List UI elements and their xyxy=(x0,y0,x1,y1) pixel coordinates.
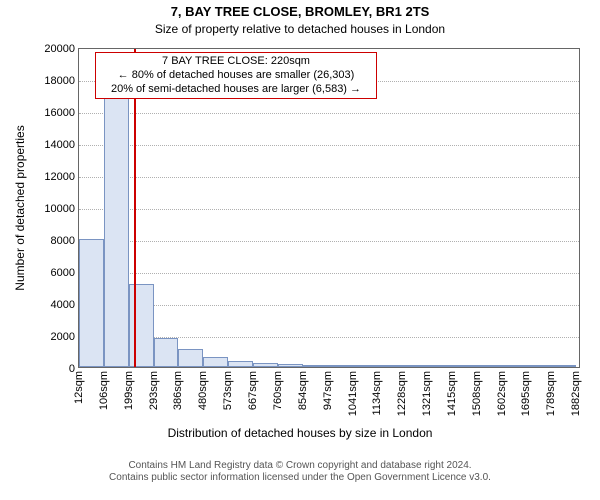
y-tick-label: 16000 xyxy=(44,107,75,119)
y-tick-label: 14000 xyxy=(44,139,75,151)
histogram-bar xyxy=(129,284,154,367)
gridline xyxy=(79,145,579,146)
x-tick-label: 199sqm xyxy=(123,371,135,410)
y-tick-label: 8000 xyxy=(51,235,75,247)
footer-line-1: Contains HM Land Registry data © Crown c… xyxy=(0,460,600,472)
x-tick-label: 12sqm xyxy=(73,371,85,404)
x-tick-label: 480sqm xyxy=(197,371,209,410)
y-tick-label: 6000 xyxy=(51,267,75,279)
x-tick-label: 1415sqm xyxy=(446,371,458,416)
x-tick-label: 1882sqm xyxy=(570,371,582,416)
histogram-bar xyxy=(452,365,477,367)
histogram-bar xyxy=(203,357,228,367)
x-axis-label: Distribution of detached houses by size … xyxy=(168,426,433,440)
histogram-bar xyxy=(253,363,278,367)
x-tick-label: 1789sqm xyxy=(545,371,557,416)
x-tick-label: 1134sqm xyxy=(371,371,383,415)
histogram-bar xyxy=(79,239,104,367)
x-tick-label: 573sqm xyxy=(222,371,234,410)
x-tick-label: 1228sqm xyxy=(396,371,408,416)
x-tick-label: 1602sqm xyxy=(496,371,508,416)
histogram-bar xyxy=(526,365,551,367)
x-tick-label: 1695sqm xyxy=(520,371,532,416)
histogram-bar xyxy=(104,97,129,367)
x-tick-label: 1508sqm xyxy=(471,371,483,416)
y-tick-label: 12000 xyxy=(44,171,75,183)
x-tick-label: 1321sqm xyxy=(421,371,433,416)
gridline xyxy=(79,241,579,242)
histogram-bar xyxy=(502,365,527,367)
histogram-bar xyxy=(377,365,402,367)
gridline xyxy=(79,273,579,274)
histogram-bar xyxy=(427,365,452,367)
gridline xyxy=(79,305,579,306)
gridline xyxy=(79,113,579,114)
y-tick-label: 18000 xyxy=(44,75,75,87)
histogram-bar xyxy=(228,361,253,367)
histogram-bar xyxy=(551,365,576,367)
y-tick-label: 2000 xyxy=(51,331,75,343)
histogram-bar xyxy=(477,365,502,367)
page-title: 7, BAY TREE CLOSE, BROMLEY, BR1 2TS xyxy=(0,4,600,19)
y-axis-label: Number of detached properties xyxy=(13,125,27,290)
gridline xyxy=(79,177,579,178)
x-tick-label: 293sqm xyxy=(148,371,160,410)
callout-line-2: ← 80% of detached houses are smaller (26… xyxy=(100,69,372,83)
property-callout: 7 BAY TREE CLOSE: 220sqm ← 80% of detach… xyxy=(95,52,377,99)
histogram-bar xyxy=(178,349,203,367)
x-tick-label: 667sqm xyxy=(247,371,259,410)
y-tick-label: 4000 xyxy=(51,299,75,311)
footer-line-2: Contains public sector information licen… xyxy=(0,472,600,484)
y-tick-label: 20000 xyxy=(44,43,75,55)
x-tick-label: 854sqm xyxy=(297,371,309,410)
histogram-bar xyxy=(402,365,427,367)
callout-line-1: 7 BAY TREE CLOSE: 220sqm xyxy=(100,55,372,69)
x-tick-label: 947sqm xyxy=(322,371,334,410)
page-subtitle: Size of property relative to detached ho… xyxy=(0,22,600,36)
x-tick-label: 106sqm xyxy=(98,371,110,410)
y-tick-label: 10000 xyxy=(44,203,75,215)
x-tick-label: 1041sqm xyxy=(347,371,359,416)
attribution-footer: Contains HM Land Registry data © Crown c… xyxy=(0,460,600,484)
x-tick-label: 386sqm xyxy=(172,371,184,410)
histogram-bar xyxy=(353,365,378,367)
callout-line-3: 20% of semi-detached houses are larger (… xyxy=(100,83,372,97)
x-tick-label: 760sqm xyxy=(272,371,284,410)
histogram-bar xyxy=(154,338,179,367)
histogram-bar xyxy=(278,364,303,367)
histogram-bar xyxy=(303,365,328,367)
gridline xyxy=(79,209,579,210)
histogram-bar xyxy=(328,365,353,367)
